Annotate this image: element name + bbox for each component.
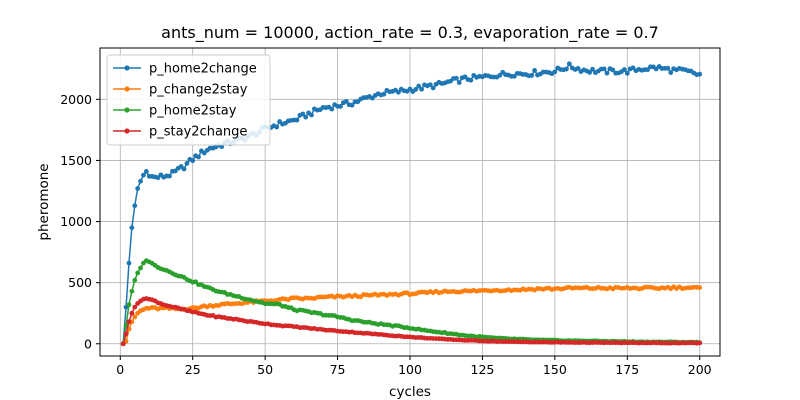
data-point <box>143 169 149 174</box>
data-point <box>624 70 630 76</box>
x-tick-label: 25 <box>185 362 201 377</box>
legend-label: p_home2change <box>149 62 257 77</box>
data-point <box>123 331 129 337</box>
data-point <box>190 158 196 164</box>
data-point <box>309 112 314 118</box>
y-tick-label: 500 <box>68 275 92 290</box>
x-tick-label: 150 <box>543 362 567 377</box>
data-point <box>338 103 343 109</box>
data-point <box>181 166 187 172</box>
x-axis-label: cycles <box>389 384 431 400</box>
data-point <box>532 68 537 73</box>
data-point <box>349 102 355 108</box>
data-point <box>126 319 132 325</box>
data-point <box>590 66 595 72</box>
data-point <box>132 277 138 283</box>
data-point <box>120 341 126 347</box>
data-point <box>427 82 433 88</box>
data-point <box>138 178 143 184</box>
y-tick-label: 2000 <box>60 92 92 107</box>
data-point <box>552 69 558 75</box>
data-point <box>575 66 581 71</box>
legend-label: p_change2stay <box>149 83 248 98</box>
data-point <box>135 186 141 191</box>
data-point <box>566 61 572 67</box>
y-axis-label: pheromone <box>36 163 52 240</box>
x-tick-label: 175 <box>615 362 639 377</box>
data-point <box>453 75 459 81</box>
data-point <box>396 89 401 95</box>
legend: p_home2change p_change2stay p_home2stay p_s… <box>106 54 271 146</box>
data-point <box>274 124 280 130</box>
data-point <box>343 99 349 104</box>
data-point <box>126 260 132 266</box>
data-point <box>621 67 627 72</box>
data-point <box>294 117 300 123</box>
x-tick-label: 125 <box>471 362 495 377</box>
legend-box <box>106 54 271 146</box>
legend-marker <box>124 86 130 92</box>
data-point <box>419 86 424 92</box>
data-point <box>129 310 135 316</box>
data-point <box>697 71 703 77</box>
data-point <box>129 288 135 294</box>
data-point <box>129 225 135 231</box>
data-point <box>697 285 703 290</box>
data-point <box>564 66 569 72</box>
data-point <box>497 72 503 78</box>
y-tick-label: 1000 <box>60 214 92 229</box>
x-tick-label: 200 <box>688 362 712 377</box>
legend-marker <box>124 128 130 134</box>
legend-item-p_change2stay: p_change2stay <box>113 83 248 98</box>
data-point <box>610 67 616 73</box>
data-point <box>413 86 419 92</box>
legend-label: p_stay2change <box>149 125 247 140</box>
legend-marker <box>124 107 130 113</box>
data-point <box>668 70 674 75</box>
x-tick-label: 75 <box>330 362 346 377</box>
y-tick-label: 1500 <box>60 153 92 168</box>
data-point <box>184 161 190 166</box>
data-point <box>416 83 422 89</box>
data-point <box>430 85 436 91</box>
data-point <box>167 173 172 179</box>
data-point <box>132 203 138 209</box>
data-point <box>468 77 474 83</box>
series-p_stay2change <box>120 296 703 347</box>
data-point <box>300 111 306 117</box>
legend-item-p_stay2change: p_stay2change <box>113 125 247 140</box>
data-point <box>132 314 138 320</box>
legend-label: p_home2stay <box>149 104 237 119</box>
data-point <box>138 265 143 271</box>
data-point <box>665 65 671 71</box>
legend-item-p_home2change: p_home2change <box>113 62 257 77</box>
data-point <box>587 70 593 75</box>
data-point <box>126 302 132 308</box>
x-tick-label: 0 <box>116 362 124 377</box>
data-point <box>381 91 387 97</box>
data-point <box>141 172 146 178</box>
data-point <box>303 114 309 120</box>
data-point <box>604 70 610 76</box>
data-point <box>132 304 138 310</box>
data-point <box>329 106 335 112</box>
data-point <box>601 66 607 72</box>
data-point <box>529 72 535 78</box>
data-point <box>135 270 141 276</box>
data-point <box>456 80 462 85</box>
legend-marker <box>124 65 130 71</box>
x-tick-label: 100 <box>398 362 422 377</box>
data-point <box>697 340 703 346</box>
series-layer <box>120 61 703 347</box>
x-tick-label: 50 <box>257 362 273 377</box>
chart-title: ants_num = 10000, action_rate = 0.3, eva… <box>161 23 659 43</box>
legend-item-p_home2stay: p_home2stay <box>113 104 237 119</box>
y-tick-label: 0 <box>84 336 92 351</box>
data-point <box>196 154 201 160</box>
series-p_home2change <box>120 61 703 347</box>
